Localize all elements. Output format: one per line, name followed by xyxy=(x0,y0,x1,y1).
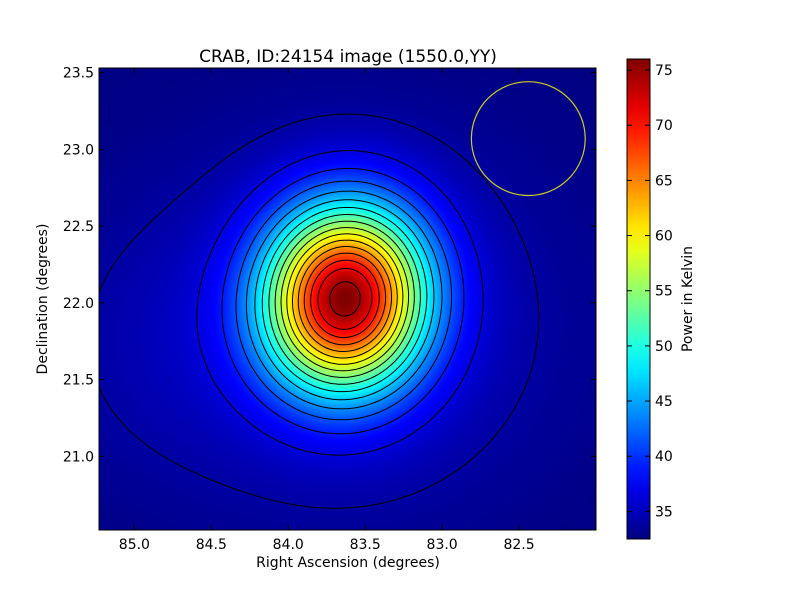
beam-circle xyxy=(470,81,586,197)
contour-level-12 xyxy=(292,239,398,359)
colorbar-tick-label: 60 xyxy=(655,229,673,245)
colorbar-tick-label: 70 xyxy=(655,118,673,134)
contour-level-8 xyxy=(268,214,421,385)
plot-area xyxy=(98,67,597,531)
contour-level-14 xyxy=(303,252,387,346)
colorbar-gradient xyxy=(627,59,650,539)
y-tick-label: 22.0 xyxy=(63,296,94,312)
colorbar: 35 40 45 50 55 60 65 70 75 xyxy=(626,58,673,540)
contour-level-11 xyxy=(286,233,404,365)
x-tick-label: 85.0 xyxy=(119,537,150,553)
heatmap-image xyxy=(99,68,596,530)
x-tick-label: 84.0 xyxy=(273,537,304,553)
colorbar-tick-label: 75 xyxy=(655,63,673,79)
contour-level-3 xyxy=(221,167,465,435)
colorbar-frame xyxy=(626,58,651,540)
colorbar-tick-label: 40 xyxy=(655,449,673,465)
y-tick-label: 21.5 xyxy=(63,373,94,389)
plot-frame xyxy=(98,67,597,531)
x-axis: 85.0 84.5 84.0 83.5 83.0 82.5 xyxy=(119,68,535,553)
colorbar-tick-label: 35 xyxy=(655,504,673,520)
x-tick-label: 82.5 xyxy=(503,537,534,553)
y-tick-label: 21.0 xyxy=(63,449,94,465)
contour-level-4 xyxy=(235,180,453,421)
colorbar-tick-label: 50 xyxy=(655,339,673,355)
y-axis: 21.0 21.5 22.0 22.5 23.0 23.5 xyxy=(63,66,596,465)
contour-level-13 xyxy=(297,246,392,352)
contour-level-17 xyxy=(329,281,361,317)
contour-level-10 xyxy=(280,227,409,372)
y-tick-label: 23.5 xyxy=(63,66,94,82)
contour-level-7 xyxy=(261,206,428,393)
colorbar-tick-label: 55 xyxy=(655,284,673,300)
chart-title: CRAB, ID:24154 image (1550.0,YY) xyxy=(199,47,497,67)
contour-level-6 xyxy=(254,199,435,401)
colorbar-ticks: 35 40 45 50 55 60 65 70 75 xyxy=(627,63,673,520)
contour-lines xyxy=(99,113,540,509)
contour-level-2 xyxy=(196,150,484,456)
colorbar-tick-label: 65 xyxy=(655,173,673,189)
contour-level-1 xyxy=(99,113,540,509)
contour-level-16 xyxy=(317,268,373,330)
colorbar-label: Power in Kelvin xyxy=(680,246,696,352)
contour-level-5 xyxy=(245,190,443,410)
y-axis-label: Declination (degrees) xyxy=(35,224,51,375)
x-tick-label: 83.0 xyxy=(427,537,458,553)
x-tick-label: 84.5 xyxy=(196,537,227,553)
contour-level-15 xyxy=(310,259,380,338)
x-tick-label: 83.5 xyxy=(350,537,381,553)
x-axis-label: Right Ascension (degrees) xyxy=(256,555,440,571)
y-tick-label: 22.5 xyxy=(63,219,94,235)
contour-level-9 xyxy=(274,220,415,378)
y-tick-label: 23.0 xyxy=(63,142,94,158)
colorbar-tick-label: 45 xyxy=(655,394,673,410)
